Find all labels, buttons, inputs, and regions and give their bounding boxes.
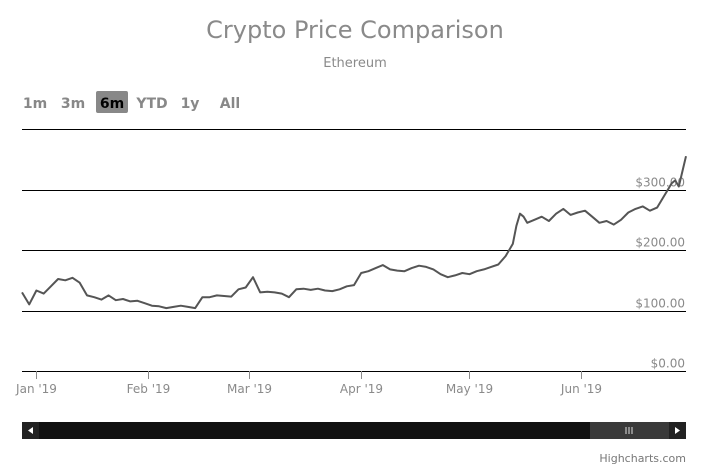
x-tick-label: Jan '19 bbox=[15, 382, 57, 396]
series-line[interactable] bbox=[21, 155, 687, 310]
y-tick-label: $300.00 bbox=[635, 176, 685, 190]
x-tick-label: Mar '19 bbox=[227, 382, 272, 396]
range-button-all[interactable]: All bbox=[214, 91, 246, 113]
grip-lines-icon bbox=[625, 427, 633, 434]
x-tick-label: May '19 bbox=[446, 382, 493, 396]
range-button-1y[interactable]: 1y bbox=[176, 91, 204, 113]
range-button-1m[interactable]: 1m bbox=[19, 91, 51, 113]
x-tick-label: Feb '19 bbox=[127, 382, 171, 396]
y-tick-label: $0.00 bbox=[651, 357, 685, 371]
range-button-label: 1y bbox=[181, 96, 200, 112]
range-button-label: All bbox=[220, 96, 240, 112]
range-button-label: 6m bbox=[100, 96, 124, 112]
chart-subtitle: Ethereum bbox=[323, 56, 387, 71]
range-button-ytd[interactable]: YTD bbox=[134, 91, 170, 113]
grid-lines bbox=[22, 129, 686, 372]
chart-title: Crypto Price Comparison bbox=[206, 16, 504, 44]
x-axis: Jan '19 Feb '19 Mar '19 Apr '19 May '19 Jun '… bbox=[15, 371, 602, 396]
y-axis: $0.00 $100.00 $200.00 $300.00 bbox=[635, 176, 685, 371]
y-tick-label: $100.00 bbox=[635, 297, 685, 311]
range-button-6m[interactable]: 6m bbox=[96, 91, 128, 113]
series-ethereum[interactable] bbox=[21, 155, 687, 310]
range-button-label: 3m bbox=[61, 96, 85, 112]
navigator-scrollbar[interactable] bbox=[22, 422, 686, 439]
range-selector: 1m 3m 6m YTD 1y All bbox=[19, 91, 246, 113]
range-button-label: 1m bbox=[23, 96, 47, 112]
x-tick-label: Jun '19 bbox=[560, 382, 602, 396]
scrollbar-track[interactable] bbox=[22, 422, 686, 439]
triangle-left-icon bbox=[28, 427, 33, 434]
credits-link[interactable]: Highcharts.com bbox=[599, 452, 686, 465]
x-tick-label: Apr '19 bbox=[340, 382, 383, 396]
range-button-3m[interactable]: 3m bbox=[57, 91, 89, 113]
range-button-label: YTD bbox=[135, 96, 167, 112]
y-tick-label: $200.00 bbox=[635, 236, 685, 250]
triangle-right-icon bbox=[675, 427, 680, 434]
